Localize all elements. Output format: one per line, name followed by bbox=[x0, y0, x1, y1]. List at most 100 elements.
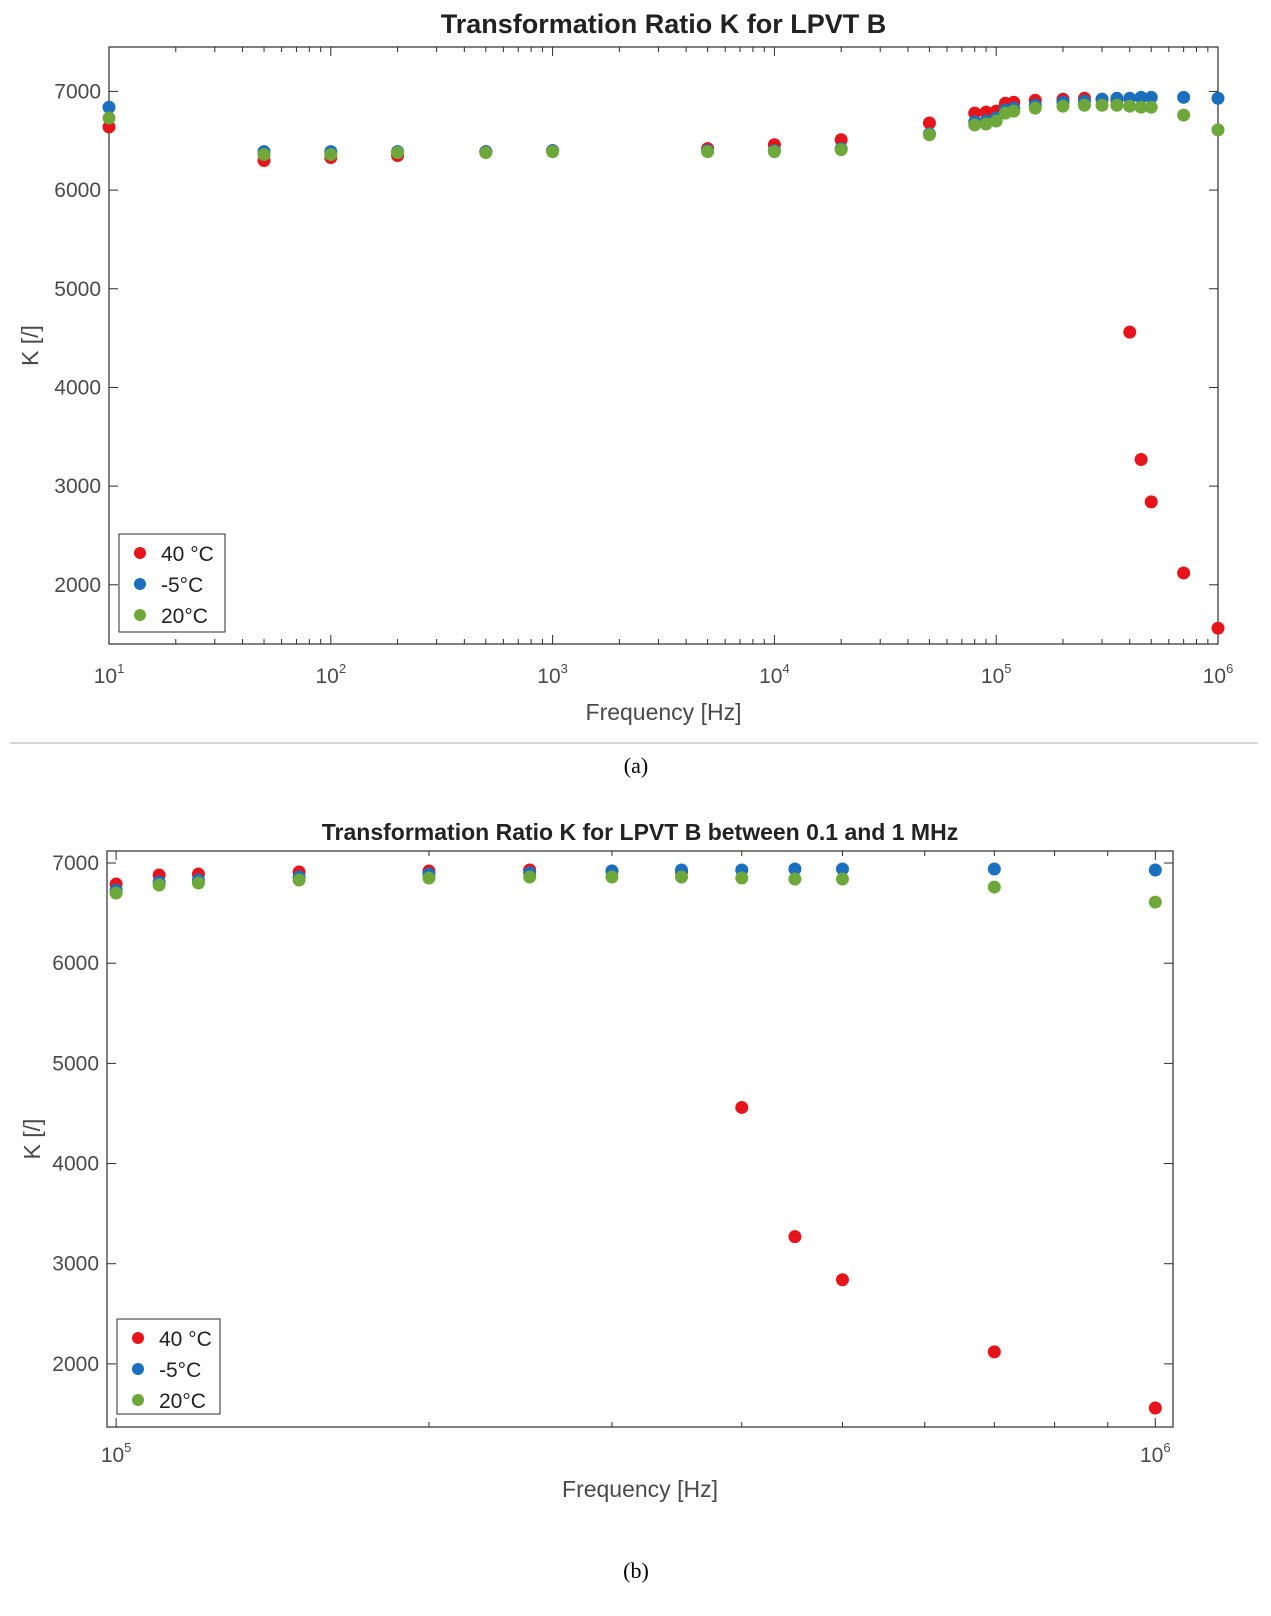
legend-marker bbox=[132, 1394, 144, 1406]
data-point bbox=[102, 100, 116, 114]
chart-title: Transformation Ratio K for LPVT B bbox=[441, 9, 887, 39]
legend-label: 40 °C bbox=[159, 1328, 212, 1351]
x-tick-base: 10 bbox=[94, 665, 117, 688]
y-tick-label: 7000 bbox=[54, 80, 101, 103]
y-tick-label: 2000 bbox=[54, 574, 101, 597]
data-point bbox=[1134, 90, 1148, 104]
panel-caption: (a) bbox=[624, 753, 648, 778]
data-point bbox=[422, 871, 436, 885]
data-point bbox=[701, 145, 715, 159]
y-tick-label: 6000 bbox=[54, 179, 101, 202]
data-point bbox=[1123, 99, 1137, 113]
legend-marker bbox=[134, 578, 146, 590]
data-point bbox=[1110, 98, 1124, 112]
x-tick-exponent: 2 bbox=[339, 661, 346, 676]
panel-caption: (b) bbox=[623, 1558, 649, 1583]
y-tick-label: 5000 bbox=[52, 1052, 99, 1075]
x-tick-base: 10 bbox=[981, 665, 1004, 688]
data-point bbox=[735, 871, 749, 885]
data-point bbox=[391, 146, 405, 160]
data-point bbox=[1211, 621, 1225, 635]
data-point bbox=[1177, 90, 1191, 104]
legend-label: -5°C bbox=[161, 574, 203, 597]
x-tick-exponent: 5 bbox=[1004, 661, 1011, 676]
data-point bbox=[834, 143, 848, 157]
x-tick-label: 101 bbox=[94, 661, 125, 688]
legend-label: -5°C bbox=[159, 1359, 201, 1382]
data-point bbox=[1144, 495, 1158, 509]
data-point bbox=[675, 870, 689, 884]
data-point bbox=[987, 880, 1001, 894]
chart-panel-b: Transformation Ratio K for LPVT B betwee… bbox=[19, 819, 1174, 1583]
data-point bbox=[987, 1345, 1001, 1359]
data-point bbox=[1177, 108, 1191, 122]
y-axis-label: K [/] bbox=[17, 325, 43, 366]
x-tick-exponent: 3 bbox=[561, 661, 568, 676]
data-point bbox=[1123, 325, 1137, 339]
x-tick-base: 10 bbox=[759, 665, 782, 688]
legend-label: 20°C bbox=[161, 605, 208, 628]
data-point bbox=[102, 111, 116, 125]
data-point bbox=[191, 876, 205, 890]
y-tick-label: 5000 bbox=[54, 278, 101, 301]
data-point bbox=[479, 146, 493, 160]
data-point bbox=[922, 116, 936, 130]
data-point bbox=[1148, 895, 1162, 909]
data-point bbox=[1134, 100, 1148, 114]
data-point bbox=[1007, 104, 1021, 118]
data-point bbox=[1095, 98, 1109, 112]
series-40c bbox=[109, 863, 1162, 1415]
x-tick-label: 104 bbox=[759, 661, 790, 688]
x-tick-exponent: 5 bbox=[124, 1440, 131, 1455]
data-point bbox=[546, 145, 560, 159]
data-point bbox=[989, 114, 1003, 128]
series-20c bbox=[102, 98, 1225, 162]
legend-label: 40 °C bbox=[161, 543, 214, 566]
legend-marker bbox=[134, 609, 146, 621]
data-point bbox=[257, 148, 271, 162]
data-point bbox=[1077, 98, 1091, 112]
y-tick-label: 3000 bbox=[54, 475, 101, 498]
data-point bbox=[1028, 101, 1042, 115]
x-tick-exponent: 6 bbox=[1163, 1440, 1170, 1455]
x-tick-base: 10 bbox=[316, 665, 339, 688]
legend-marker bbox=[134, 547, 146, 559]
data-point bbox=[102, 120, 116, 134]
data-point bbox=[152, 878, 166, 892]
data-point bbox=[1177, 566, 1191, 580]
x-tick-label: 106 bbox=[1140, 1440, 1171, 1467]
data-point bbox=[979, 105, 993, 119]
data-point bbox=[835, 862, 849, 876]
data-point bbox=[788, 862, 802, 876]
x-tick-base: 10 bbox=[537, 665, 560, 688]
data-point bbox=[1144, 90, 1158, 104]
data-point bbox=[1148, 863, 1162, 877]
data-point bbox=[788, 1230, 802, 1244]
data-point bbox=[605, 870, 619, 884]
data-point bbox=[1211, 123, 1225, 137]
data-point bbox=[835, 1273, 849, 1287]
x-axis-label: Frequency [Hz] bbox=[562, 1476, 718, 1502]
data-point bbox=[979, 117, 993, 131]
x-tick-label: 103 bbox=[537, 661, 568, 688]
series-5c bbox=[102, 90, 1225, 159]
chart-panel-a: Transformation Ratio K for LPVT B 2000 300… bbox=[17, 9, 1233, 778]
data-point bbox=[788, 872, 802, 886]
x-tick-exponent: 6 bbox=[1226, 661, 1233, 676]
data-point bbox=[109, 886, 123, 900]
data-point bbox=[292, 873, 306, 887]
data-point bbox=[767, 145, 781, 159]
x-tick-exponent: 1 bbox=[117, 661, 124, 676]
x-tick-exponent: 4 bbox=[782, 661, 789, 676]
x-tick-label: 102 bbox=[316, 661, 347, 688]
y-tick-label: 3000 bbox=[52, 1253, 99, 1276]
data-point bbox=[1148, 1401, 1162, 1415]
data-point bbox=[968, 106, 982, 120]
data-point bbox=[1056, 99, 1070, 113]
chart-title: Transformation Ratio K for LPVT B betwee… bbox=[322, 819, 958, 845]
data-point bbox=[1144, 100, 1158, 114]
data-point bbox=[922, 128, 936, 142]
y-tick-label: 4000 bbox=[52, 1153, 99, 1176]
x-axis-label: Frequency [Hz] bbox=[586, 699, 742, 725]
x-tick-label: 105 bbox=[101, 1440, 132, 1467]
